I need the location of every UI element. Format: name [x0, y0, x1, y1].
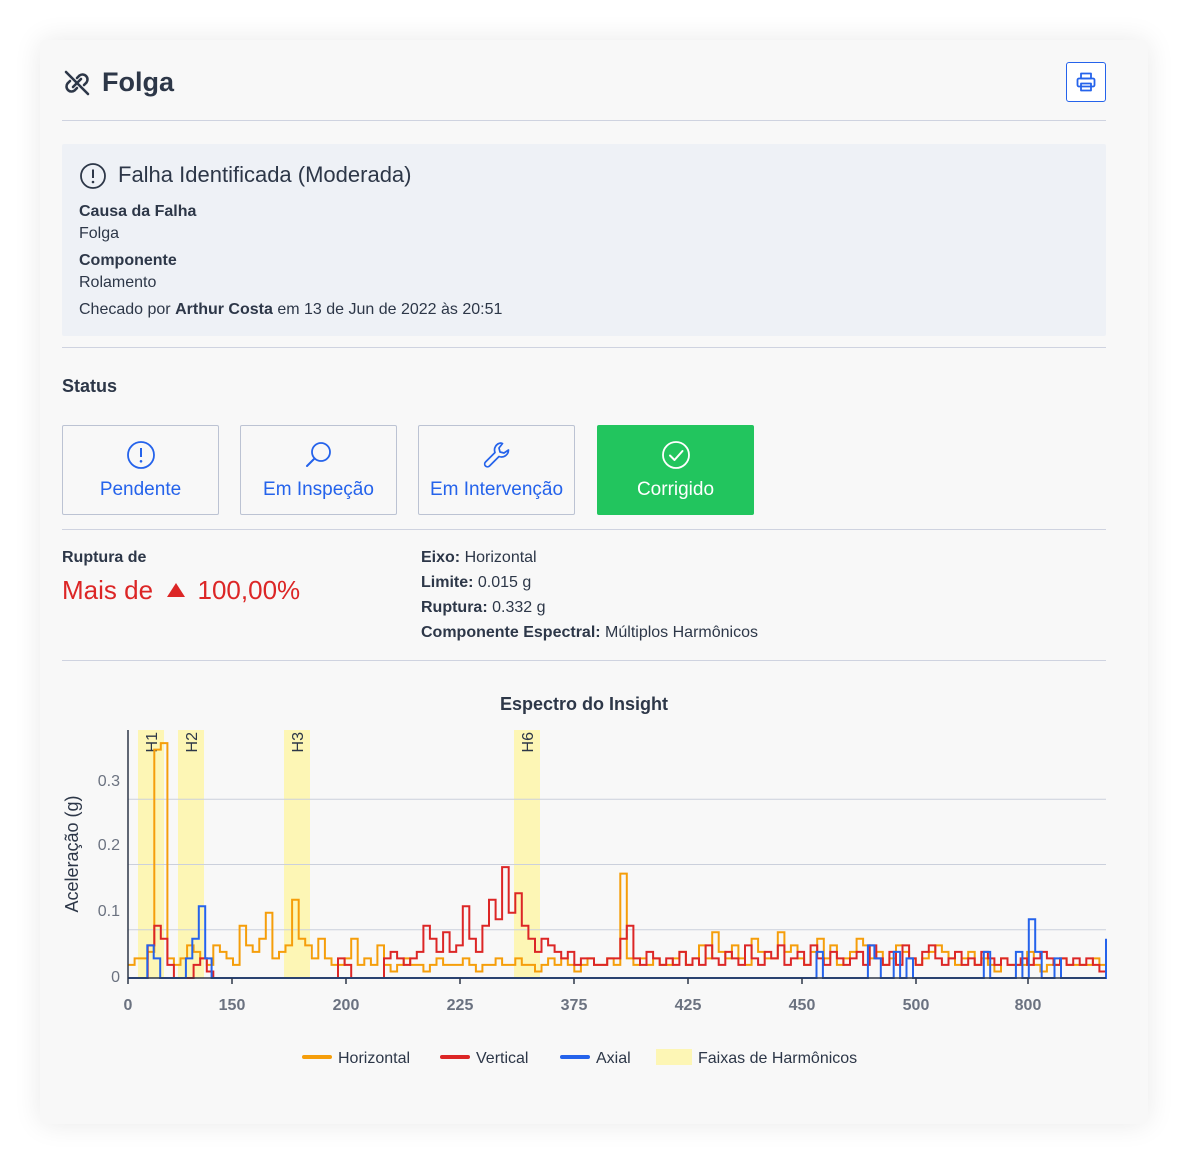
limite-label: Limite: [421, 574, 474, 591]
y-tick-label: 0.2 [98, 837, 120, 854]
harmonic-band-label: H6 [520, 732, 537, 753]
x-tick-label: 500 [903, 997, 930, 1014]
status-button-pendente[interactable]: Pendente [62, 425, 219, 515]
checked-by-line: Checado por Arthur Costa em 13 de Jun de… [79, 301, 502, 319]
legend-label: Vertical [476, 1050, 528, 1067]
ruptura-label: Ruptura: [421, 599, 488, 616]
x-tick-label: 150 [219, 997, 246, 1014]
componente-label: Componente Espectral: [421, 624, 601, 641]
series-line-vertical [128, 866, 1106, 979]
x-tick-label: 375 [561, 997, 588, 1014]
componente-value: Múltiplos Harmônicos [605, 624, 758, 641]
legend-swatch-band [656, 1049, 692, 1065]
harmonic-band [178, 730, 204, 978]
info-eixo: Eixo: Horizontal [421, 549, 537, 567]
chart-title: Espectro do Insight [500, 694, 668, 714]
component-label: Componente [79, 252, 177, 269]
check-circle-icon [662, 441, 690, 469]
x-tick-label: 225 [447, 997, 474, 1014]
eixo-label: Eixo: [421, 549, 461, 566]
status-title: Status [62, 376, 118, 396]
rupture-label: Ruptura de [62, 549, 147, 566]
printer-icon [1076, 72, 1096, 92]
ruptura-value: 0.332 g [492, 599, 546, 616]
y-tick-label: 0 [111, 969, 120, 986]
divider [62, 529, 1106, 530]
search-icon [306, 442, 331, 467]
series-line-axial [128, 905, 1107, 979]
legend-label: Horizontal [338, 1050, 410, 1067]
triangle-up-icon [167, 583, 186, 597]
x-tick-label: 200 [333, 997, 360, 1014]
x-tick-label: 425 [675, 997, 702, 1014]
y-axis-label: Aceleração (g) [62, 795, 82, 912]
fault-card: Folga Falha Identificada (Moderada) Caus… [40, 40, 1148, 1124]
checked-by-name: Arthur Costa [175, 301, 273, 318]
y-tick-label: 0.1 [98, 903, 120, 920]
y-tick-label: 0.3 [98, 773, 120, 790]
harmonic-band-label: H2 [184, 732, 201, 753]
legend-label: Faixas de Harmônicos [698, 1050, 857, 1067]
page-title: Folga [102, 67, 174, 97]
checked-suffix: em 13 de Jun de 2022 às 20:51 [277, 301, 503, 318]
fault-title-text: Falha Identificada (Moderada) [118, 162, 412, 187]
component-value: Rolamento [79, 274, 157, 291]
legend-label: Axial [596, 1050, 631, 1067]
spectrum-chart: Espectro do Insight H1 H2 H3 H6 0 0.1 0.2 0.3 A… [62, 694, 1107, 1067]
print-button[interactable] [1066, 62, 1106, 102]
status-button-em-inspecao[interactable]: Em Inspeção [240, 425, 397, 515]
status-button-em-intervencao[interactable]: Em Intervenção [418, 425, 575, 515]
status-button-label: Corrigido [636, 479, 715, 500]
page-header: Folga [62, 62, 1106, 121]
rupture-prefix: Mais de [62, 575, 154, 605]
info-componente: Componente Espectral: Múltiplos Harmônic… [421, 624, 758, 642]
x-tick-label: 0 [124, 997, 133, 1014]
status-button-label: Em Inspeção [263, 479, 374, 500]
disconnected-link-icon [64, 70, 90, 96]
status-button-corrigido[interactable]: Corrigido [597, 425, 754, 515]
eixo-value: Horizontal [464, 549, 537, 566]
harmonic-band [514, 730, 540, 978]
cause-label: Causa da Falha [79, 203, 197, 220]
rupture-value: Mais de 100,00% [62, 575, 300, 606]
series-line-horizontal [128, 742, 1106, 973]
checked-prefix: Checado por [79, 301, 171, 318]
info-limite: Limite: 0.015 g [421, 574, 531, 592]
divider [62, 660, 1106, 661]
info-ruptura: Ruptura: 0.332 g [421, 599, 546, 617]
x-tick-label: 800 [1015, 997, 1042, 1014]
rupture-percent: 100,00% [197, 575, 301, 605]
fault-panel: Falha Identificada (Moderada) Causa da F… [62, 144, 1106, 336]
status-button-label: Em Intervenção [429, 479, 564, 500]
harmonic-band-label: H1 [144, 732, 161, 753]
limite-value: 0.015 g [477, 574, 532, 591]
x-tick-label: 450 [789, 997, 816, 1014]
harmonic-band [284, 730, 310, 978]
status-button-label: Pendente [99, 479, 182, 500]
harmonic-band-label: H3 [290, 732, 307, 753]
cause-value: Folga [79, 225, 120, 242]
harmonic-band [138, 730, 164, 978]
fault-title: Falha Identificada (Moderada) [79, 162, 412, 189]
alert-circle-icon [80, 163, 106, 189]
divider [62, 347, 1106, 348]
alert-circle-icon [127, 441, 155, 469]
wrench-icon [483, 442, 510, 468]
